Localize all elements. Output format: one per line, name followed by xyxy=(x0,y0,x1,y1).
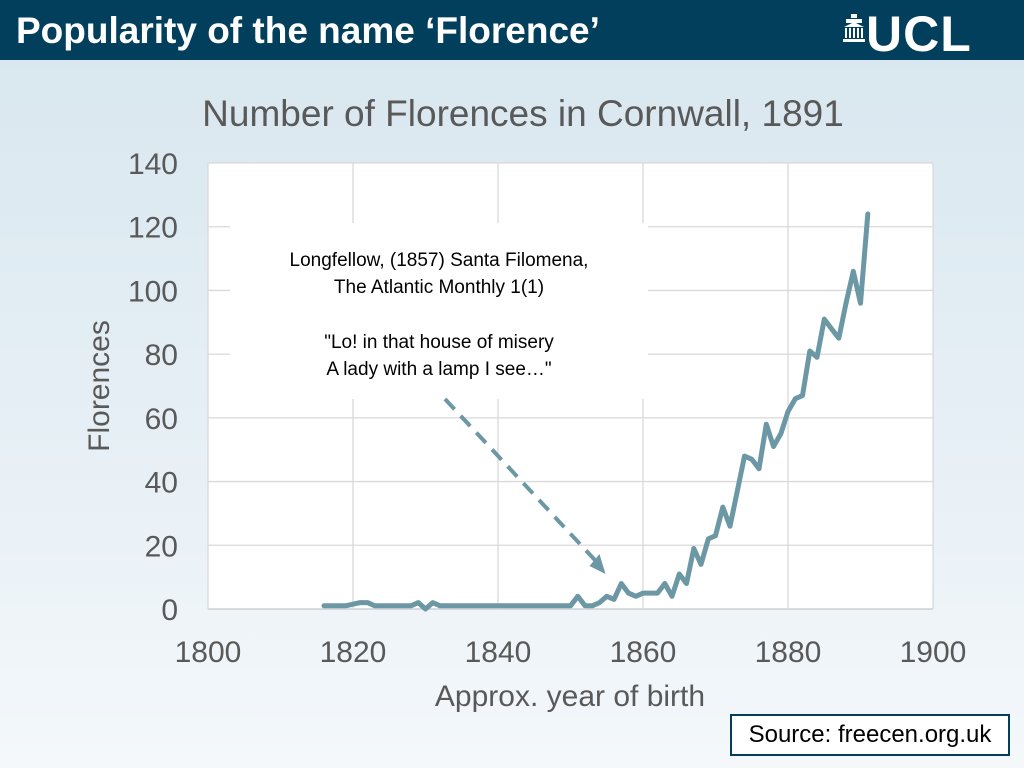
annotation-line: Longfellow, (1857) Santa Filomena, xyxy=(290,250,589,271)
y-tick-label: 40 xyxy=(145,467,178,500)
annotation-line: A lady with a lamp I see…" xyxy=(326,359,551,380)
x-axis-label: Approx. year of birth xyxy=(435,680,705,713)
series-line xyxy=(321,211,871,612)
y-tick-label: 60 xyxy=(145,403,178,436)
annotation-line: "Lo! in that house of misery xyxy=(324,332,554,353)
y-tick-label: 20 xyxy=(145,530,178,563)
y-tick-label: 80 xyxy=(145,339,178,372)
x-tick-label: 1820 xyxy=(320,636,387,669)
tick-labels: 0 20 40 60 80 100 120 140 1800 1820 1840 1860 1880 19… xyxy=(128,148,966,669)
y-axis-label: Florences xyxy=(83,320,116,452)
ucl-logo: UCL xyxy=(842,8,1002,60)
annotation-box xyxy=(230,223,648,399)
chart-title: Number of Florences in Cornwall, 1891 xyxy=(202,93,844,134)
annotation-arrow-head xyxy=(589,554,606,574)
line-chart: 0 20 40 60 80 100 120 140 1800 1820 1840 1860 1880 19… xyxy=(83,93,966,713)
y-tick-label: 120 xyxy=(128,212,178,245)
y-tick-label: 100 xyxy=(128,275,178,308)
slide-title: Popularity of the name ‘Florence’ xyxy=(16,10,600,51)
source-label: Source: freecen.org.uk xyxy=(730,714,1010,756)
logo-text: UCL xyxy=(866,6,972,62)
annotation-arrow-line xyxy=(443,397,601,567)
y-tick-label: 140 xyxy=(128,148,178,181)
portico-icon xyxy=(843,14,865,42)
y-tick-label: 0 xyxy=(161,594,178,627)
x-tick-label: 1900 xyxy=(900,636,967,669)
series-group xyxy=(321,211,871,612)
x-tick-label: 1800 xyxy=(175,636,242,669)
x-tick-label: 1880 xyxy=(755,636,822,669)
x-tick-label: 1860 xyxy=(610,636,677,669)
x-tick-label: 1840 xyxy=(465,636,532,669)
header-bar: Popularity of the name ‘Florence’ UCL xyxy=(0,0,1024,60)
annotation-line: The Atlantic Monthly 1(1) xyxy=(334,277,544,298)
annotation-callout: Longfellow, (1857) Santa Filomena, The At… xyxy=(230,223,648,574)
